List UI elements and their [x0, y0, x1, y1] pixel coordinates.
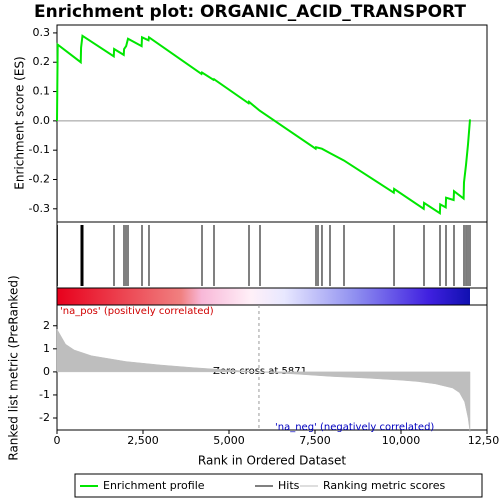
chart-title: Enrichment plot: ORGANIC_ACID_TRANSPORT [34, 2, 466, 22]
legend-label: Ranking metric scores [323, 479, 445, 492]
x-tick-label: 0 [54, 434, 61, 447]
legend [74, 473, 483, 498]
x-tick-label: 7,500 [299, 434, 331, 447]
legend-label: Hits [278, 479, 300, 492]
y-axis-label: Ranked list metric (PreRanked) [7, 275, 21, 460]
y-tick-label: -0.3 [29, 202, 50, 215]
color-band [57, 288, 470, 305]
annotation: 'na_pos' (positively correlated) [60, 306, 214, 317]
y-tick-label: 1 [43, 342, 50, 355]
y-tick-label: 0.1 [33, 85, 51, 98]
x-axis-label: Rank in Ordered Dataset [198, 454, 346, 468]
x-tick-label: 2,500 [127, 434, 159, 447]
frame [56, 24, 488, 306]
x-tick-label: 5,000 [213, 434, 245, 447]
x-tick-label: 10,000 [382, 434, 421, 447]
y-tick-label: -2 [39, 411, 50, 424]
annotation: 'na_neg' (negatively correlated) [275, 422, 434, 433]
y-tick-label: 0 [43, 365, 50, 378]
es-line [56, 34, 472, 216]
y-tick-label: -1 [39, 388, 50, 401]
annotation: Zero cross at 5871 [213, 366, 307, 377]
metric-area [56, 328, 471, 432]
legend-label: Enrichment profile [103, 479, 205, 492]
y-tick-label: 2 [43, 319, 50, 332]
y-tick-label: 0.3 [33, 26, 51, 39]
x-tick-label: 12,500 [468, 434, 500, 447]
y-tick-label: -0.2 [29, 172, 50, 185]
y-axis-label: Enrichment score (ES) [13, 56, 27, 189]
y-tick-label: -0.1 [29, 143, 50, 156]
y-tick-label: 0.2 [33, 55, 51, 68]
y-tick-label: 0.0 [33, 114, 51, 127]
